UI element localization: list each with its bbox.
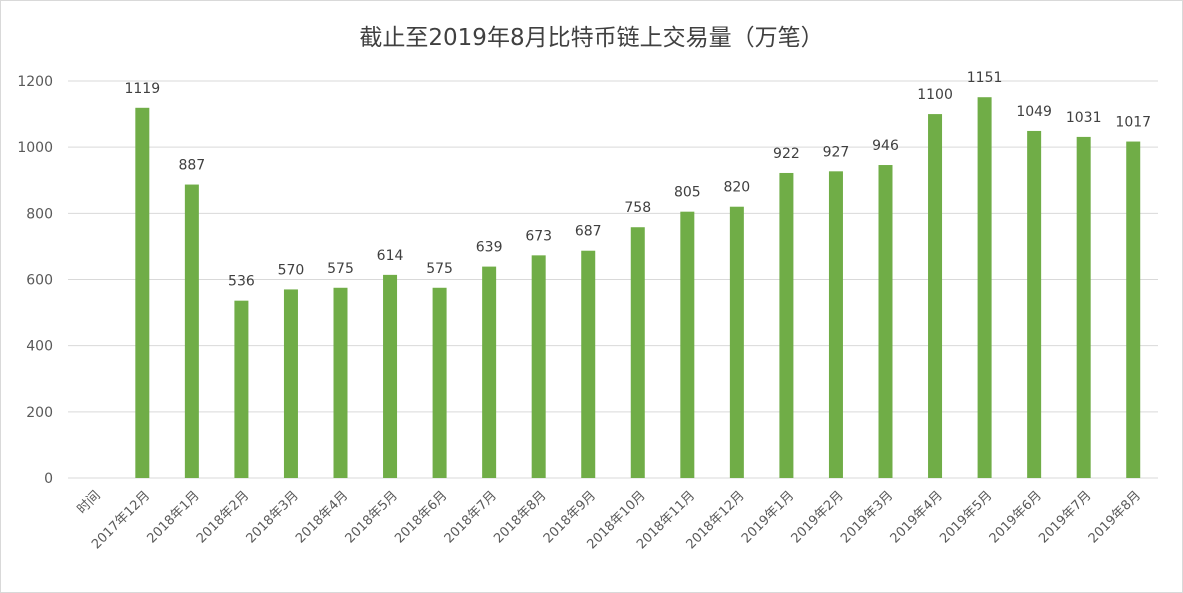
x-tick-label: 2019年1月 bbox=[739, 488, 797, 546]
bar bbox=[581, 250, 596, 478]
x-tick-label: 2019年3月 bbox=[838, 488, 896, 546]
data-label: 1100 bbox=[917, 87, 953, 103]
x-tick-label: 2018年3月 bbox=[244, 488, 302, 546]
y-tick-label: 600 bbox=[26, 273, 53, 289]
bar bbox=[333, 287, 348, 478]
data-label: 820 bbox=[723, 180, 750, 196]
x-tick-label: 2018年8月 bbox=[491, 488, 549, 546]
x-tick-label: 2019年5月 bbox=[937, 488, 995, 546]
bar bbox=[1027, 130, 1042, 479]
data-label: 1151 bbox=[967, 70, 1003, 86]
bar bbox=[432, 287, 447, 478]
data-label: 614 bbox=[377, 248, 404, 264]
bar bbox=[531, 255, 546, 478]
bar bbox=[779, 172, 794, 478]
bar bbox=[184, 184, 199, 478]
bar bbox=[1076, 136, 1091, 478]
x-tick-label: 2018年6月 bbox=[392, 488, 450, 546]
bar bbox=[630, 227, 645, 478]
bar bbox=[729, 206, 744, 478]
x-tick-label: 时间 bbox=[75, 488, 104, 517]
data-label: 805 bbox=[674, 185, 701, 201]
data-label: 536 bbox=[228, 274, 255, 290]
bar bbox=[977, 97, 992, 479]
x-tick-label: 2019年2月 bbox=[789, 488, 847, 546]
x-tick-label: 2019年7月 bbox=[1036, 488, 1094, 546]
bar bbox=[283, 289, 298, 478]
bar bbox=[878, 165, 893, 478]
bar bbox=[234, 300, 249, 478]
x-tick-label: 2019年4月 bbox=[888, 488, 946, 546]
data-label: 1017 bbox=[1115, 115, 1151, 131]
y-tick-label: 400 bbox=[26, 339, 53, 355]
bar bbox=[482, 266, 497, 478]
data-label: 687 bbox=[575, 224, 602, 240]
data-label: 570 bbox=[278, 262, 305, 278]
y-tick-label: 800 bbox=[26, 206, 53, 222]
chart-title: 截止至2019年8月比特币链上交易量（万笔） bbox=[359, 25, 824, 51]
x-tick-label: 2018年1月 bbox=[144, 488, 202, 546]
y-tick-label: 1200 bbox=[17, 74, 53, 90]
bar bbox=[928, 114, 943, 478]
y-tick-label: 1000 bbox=[17, 140, 53, 156]
bar bbox=[135, 107, 150, 479]
data-label: 639 bbox=[476, 240, 503, 256]
data-label: 1031 bbox=[1066, 110, 1102, 126]
x-tick-label: 2019年6月 bbox=[987, 488, 1045, 546]
data-label: 922 bbox=[773, 146, 800, 162]
x-tick-label: 2018年4月 bbox=[293, 488, 351, 546]
data-label: 887 bbox=[178, 158, 205, 174]
data-label: 927 bbox=[823, 144, 850, 160]
y-tick-label: 200 bbox=[26, 405, 53, 421]
y-tick-label: 0 bbox=[44, 471, 53, 487]
data-label: 1049 bbox=[1016, 104, 1052, 120]
data-label: 758 bbox=[624, 200, 651, 216]
data-label: 673 bbox=[525, 228, 552, 244]
bar bbox=[1126, 141, 1141, 479]
data-label: 575 bbox=[327, 261, 354, 277]
data-label: 946 bbox=[872, 138, 899, 154]
bar bbox=[680, 211, 695, 478]
bar bbox=[383, 274, 398, 478]
x-tick-label: 2018年5月 bbox=[343, 488, 401, 546]
x-tick-label: 2018年2月 bbox=[194, 488, 252, 546]
data-label: 575 bbox=[426, 261, 453, 277]
bar bbox=[828, 171, 843, 478]
data-label: 1119 bbox=[124, 81, 160, 97]
x-tick-label: 2019年8月 bbox=[1086, 488, 1144, 546]
x-tick-label: 2018年7月 bbox=[442, 488, 500, 546]
